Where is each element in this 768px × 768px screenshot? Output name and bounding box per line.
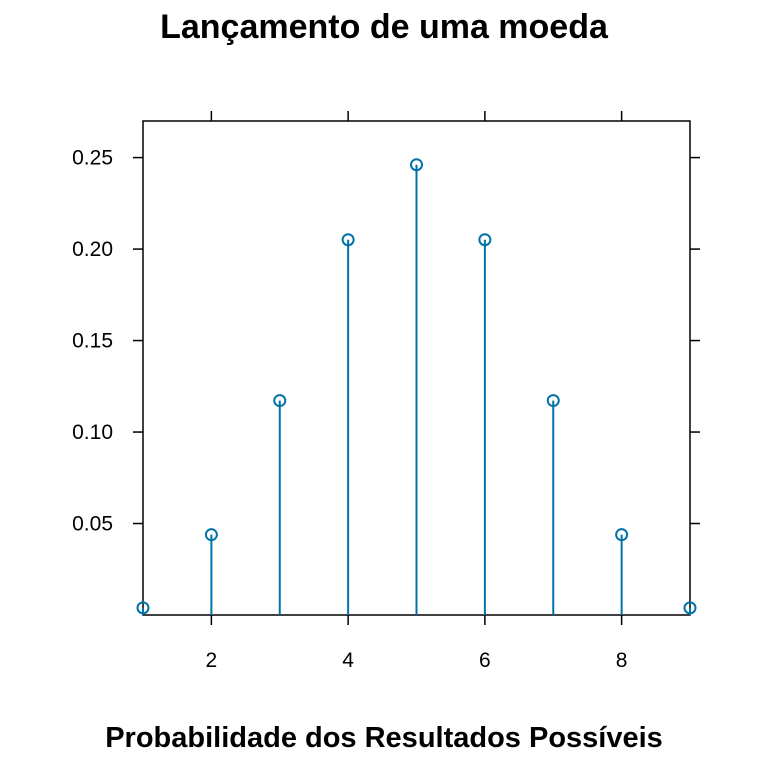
y-tick-label: 0.20	[72, 238, 113, 261]
y-tick-label: 0.10	[72, 421, 113, 444]
data-point	[136, 601, 150, 615]
y-tick-label: 0.25	[72, 147, 113, 170]
axes: 2 4 6 8 0.05 0.10 0.15 0.20 0.25	[72, 111, 700, 672]
data-point	[546, 394, 560, 408]
x-tick-label: 8	[616, 649, 628, 672]
data-point	[683, 601, 697, 615]
y-tick-label: 0.05	[72, 513, 113, 536]
x-tick-label: 6	[479, 649, 491, 672]
data-point	[615, 528, 629, 542]
chart-title: Lançamento de uma moeda	[160, 8, 608, 46]
x-axis-label: Probabilidade dos Resultados Possíveis	[105, 722, 663, 754]
data-marks	[136, 158, 697, 615]
data-point	[410, 158, 423, 172]
x-tick-label: 2	[206, 649, 218, 672]
data-point	[204, 528, 218, 542]
x-tick-label: 4	[342, 649, 354, 672]
y-tick-label: 0.15	[72, 330, 113, 353]
data-point	[341, 233, 355, 247]
data-point	[478, 233, 492, 247]
data-point	[273, 394, 287, 408]
